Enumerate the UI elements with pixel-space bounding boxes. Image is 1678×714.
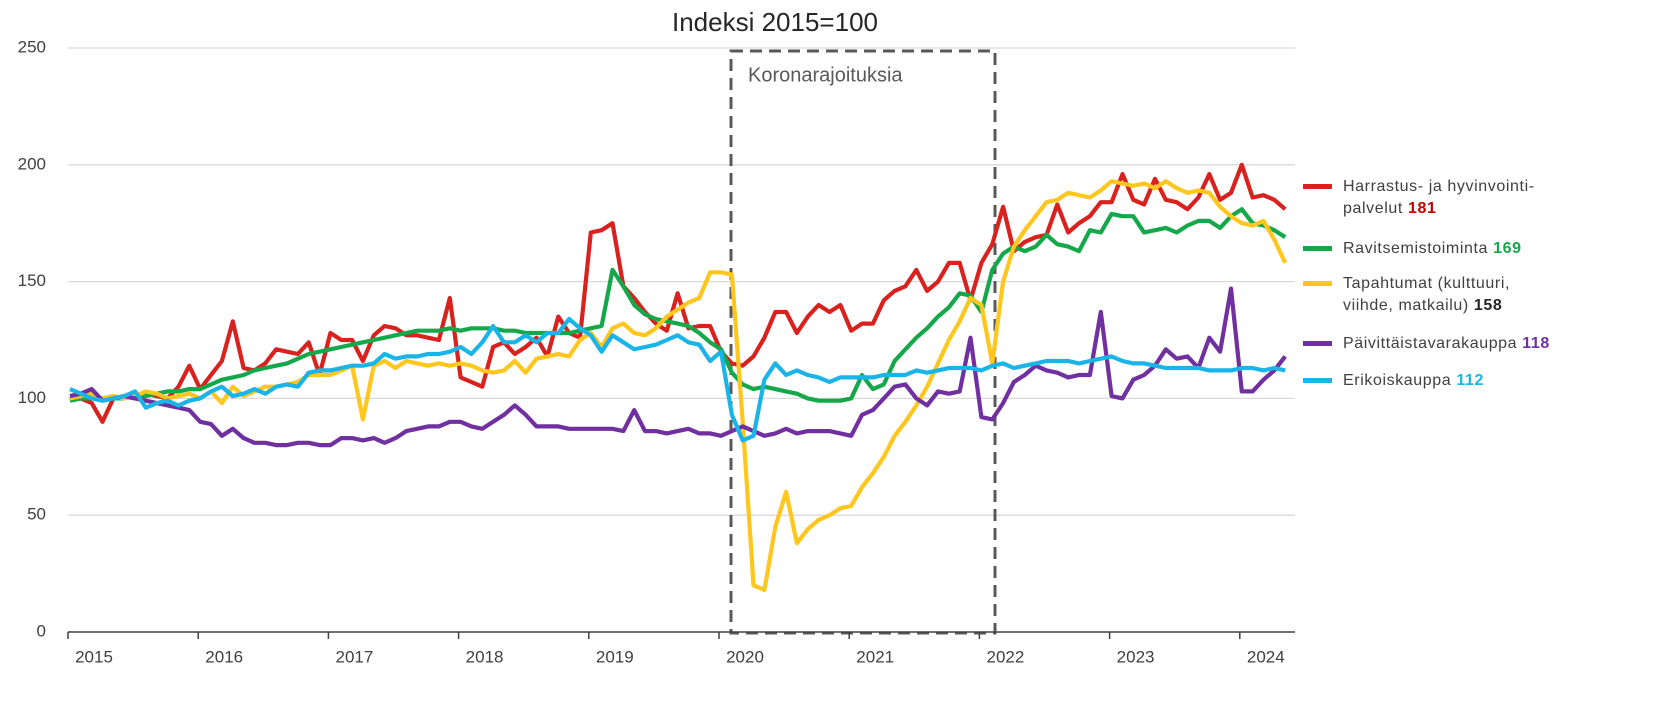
- legend-text: Päivittäistavarakauppa 118: [1343, 333, 1550, 355]
- legend-swatch: [1303, 246, 1332, 251]
- legend-label: Harrastus- ja hyvinvointi- palvelut: [1343, 178, 1535, 217]
- x-tick-label: 2023: [1117, 647, 1155, 666]
- y-tick-label: 150: [18, 271, 46, 290]
- y-tick-label: 50: [27, 505, 46, 524]
- legend-value: 169: [1493, 240, 1522, 257]
- legend-swatch: [1303, 184, 1332, 189]
- series-line: [69, 179, 1288, 593]
- legend-label: Päivittäistavarakauppa: [1343, 335, 1518, 352]
- legend-item: Tapahtumat (kulttuuri, viihde, matkailu)…: [1303, 273, 1510, 317]
- chart-title: Indeksi 2015=100: [672, 7, 878, 37]
- legend-text: Tapahtumat (kulttuuri, viihde, matkailu)…: [1343, 273, 1510, 317]
- x-tick-label: 2022: [986, 647, 1024, 666]
- series-line: [69, 316, 1286, 443]
- legend-item: Erikoiskauppa 112: [1303, 370, 1484, 392]
- legend-label: Tapahtumat (kulttuuri, viihde, matkailu): [1343, 275, 1511, 314]
- legend-text: Erikoiskauppa 112: [1343, 370, 1484, 392]
- x-tick-label: 2020: [726, 647, 764, 666]
- x-tick-label: 2024: [1247, 647, 1285, 666]
- legend-label: Erikoiskauppa: [1343, 372, 1452, 389]
- legend-text: Harrastus- ja hyvinvointi- palvelut 181: [1343, 176, 1535, 220]
- legend-value: 118: [1522, 335, 1550, 352]
- legend-label: Ravitsemistoiminta: [1343, 240, 1489, 257]
- lines: [69, 162, 1288, 593]
- legend-item: Harrastus- ja hyvinvointi- palvelut 181: [1303, 176, 1535, 220]
- x-tick-label: 2016: [205, 647, 243, 666]
- y-tick-label: 0: [37, 621, 46, 640]
- annotation: Koronarajoituksia: [748, 64, 903, 86]
- legend-value: 181: [1408, 200, 1437, 217]
- legend-swatch: [1303, 281, 1332, 286]
- series-line: [69, 286, 1287, 448]
- x-axis: 2015 2016 2017 2018 2019 2020 2021 2022 2023 2024: [67, 631, 1295, 666]
- legend-value: 158: [1473, 297, 1503, 314]
- y-tick-label: 100: [18, 388, 46, 407]
- y-tick-label: 250: [18, 37, 46, 56]
- legend-swatch: [1303, 378, 1332, 383]
- x-tick-label: 2018: [466, 647, 504, 666]
- series-line: [69, 162, 1287, 424]
- x-tick-label: 2019: [596, 647, 634, 666]
- x-tick-label: 2017: [335, 647, 373, 666]
- legend-item: Päivittäistavarakauppa 118: [1303, 333, 1550, 355]
- x-tick-label: 2015: [75, 647, 113, 666]
- legend-item: Ravitsemistoiminta 169: [1303, 238, 1522, 260]
- legend-value: 112: [1456, 372, 1484, 389]
- series-line: [69, 207, 1287, 403]
- y-tick-label: 200: [18, 154, 46, 173]
- grid: 0 50 100 150 200 250: [18, 37, 1295, 640]
- legend-text: Ravitsemistoiminta 169: [1343, 238, 1522, 260]
- legend-swatch: [1303, 341, 1332, 346]
- x-tick-label: 2021: [856, 647, 894, 666]
